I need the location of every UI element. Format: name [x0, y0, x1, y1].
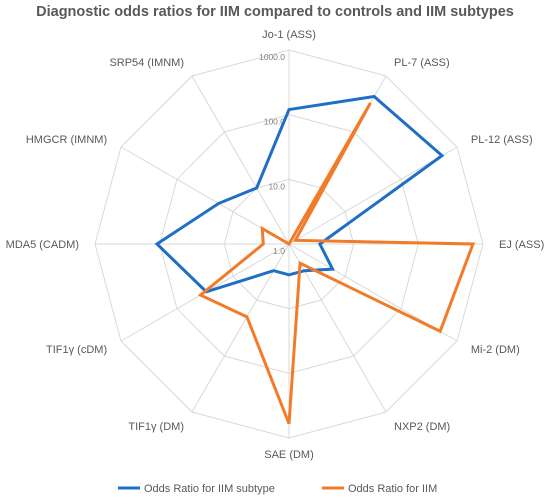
- chart-title: Diagnostic odds ratios for IIM compared …: [36, 4, 514, 20]
- category-label-11: SRP54 (IMNM): [109, 57, 184, 69]
- series-line-0: [154, 94, 445, 294]
- spoke-2: [288, 146, 458, 245]
- spoke-5: [288, 243, 387, 413]
- category-label-9: MDA5 (CADM): [6, 239, 79, 251]
- tick-label-1: 10.0: [268, 181, 285, 191]
- legend-label-1: Odds Ratio for IIM: [348, 483, 437, 495]
- tick-label-0: 1.0: [273, 246, 285, 256]
- category-label-4: Mi-2 (DM): [471, 344, 520, 356]
- spoke-11: [191, 75, 290, 245]
- tick-label-2: 100.0: [264, 117, 286, 127]
- category-label-2: PL-12 (ASS): [471, 134, 533, 146]
- category-label-5: NXP2 (DM): [394, 421, 450, 433]
- legend-label-0: Odds Ratio for IIM subtype: [144, 483, 275, 495]
- tick-label-3: 1000.0: [259, 52, 285, 62]
- category-label-6: SAE (DM): [264, 449, 314, 461]
- category-label-10: HMGCR (IMNM): [26, 134, 107, 146]
- series-line-1: [197, 102, 476, 425]
- category-label-0: Jo-1 (ASS): [262, 29, 316, 41]
- category-label-1: PL-7 (ASS): [394, 57, 450, 69]
- category-label-3: EJ (ASS): [499, 239, 544, 251]
- category-label-7: TIF1γ (DM): [128, 421, 184, 433]
- category-label-8: TIF1γ (cDM): [46, 344, 107, 356]
